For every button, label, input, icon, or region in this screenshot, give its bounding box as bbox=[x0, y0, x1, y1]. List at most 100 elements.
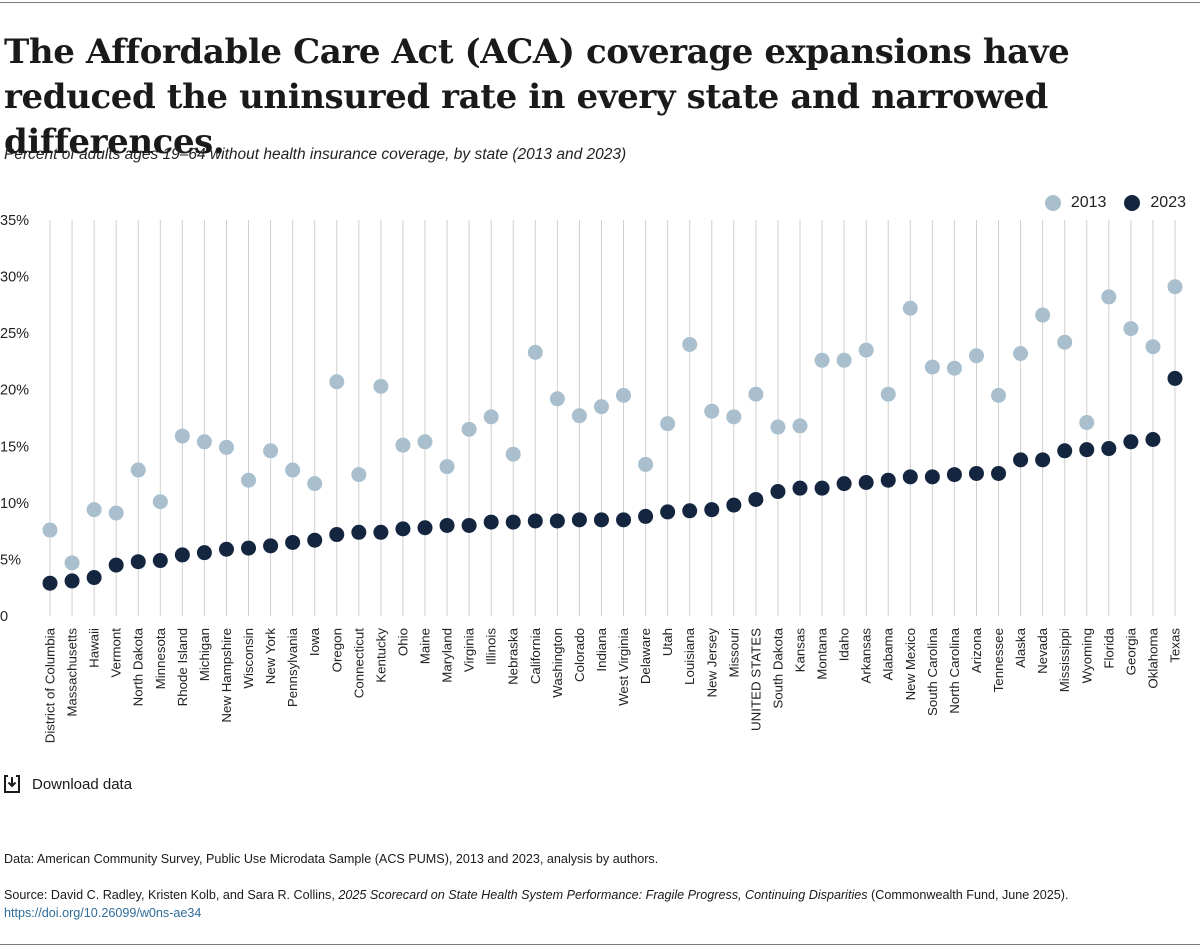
x-tick-label: Maine bbox=[418, 628, 433, 664]
x-tick-label: West Virginia bbox=[616, 627, 631, 705]
x-tick-label: Indiana bbox=[594, 627, 609, 671]
bottom-rule bbox=[0, 944, 1200, 945]
dot-2023 bbox=[483, 514, 499, 530]
x-tick-label: Illinois bbox=[484, 628, 499, 665]
download-icon bbox=[4, 775, 20, 793]
x-tick-label: Rhode Island bbox=[175, 628, 190, 706]
x-tick-label: Kansas bbox=[793, 628, 808, 673]
x-tick-label: Hawaii bbox=[87, 628, 102, 668]
x-tick-label: Arkansas bbox=[859, 628, 874, 684]
dot-plot-chart: 0 5% 10% 15% 20% 25% 30% 35% District of Columbi… bbox=[0, 213, 1183, 743]
x-tick-label: Minnesota bbox=[153, 627, 168, 689]
dot-2023 bbox=[946, 467, 962, 483]
y-tick-label: 30% bbox=[0, 270, 29, 286]
dot-2013 bbox=[593, 399, 609, 415]
dot-2023 bbox=[836, 476, 852, 492]
x-tick-label: Oregon bbox=[329, 628, 344, 672]
dot-2013 bbox=[836, 352, 852, 368]
source-suffix: (Commonwealth Fund, June 2025). bbox=[867, 888, 1069, 902]
top-rule bbox=[0, 2, 1200, 3]
legend-dot-2013 bbox=[1044, 195, 1061, 211]
x-tick-label: Oklahoma bbox=[1145, 627, 1160, 688]
source-title: 2025 Scorecard on State Health System Pe… bbox=[338, 888, 868, 902]
dot-2023 bbox=[924, 469, 940, 485]
dot-2013 bbox=[174, 428, 190, 444]
dot-2013 bbox=[770, 419, 786, 435]
dot-2023 bbox=[1101, 441, 1117, 457]
x-tick-label: Idaho bbox=[837, 628, 852, 661]
y-tick-label: 20% bbox=[0, 383, 29, 399]
x-tick-label: Virginia bbox=[462, 627, 477, 672]
dot-2013 bbox=[858, 342, 874, 358]
x-tick-label: Utah bbox=[660, 628, 675, 656]
dot-2013 bbox=[307, 476, 323, 492]
dot-2023 bbox=[1145, 431, 1161, 447]
dot-2013 bbox=[108, 505, 124, 521]
dot-2013 bbox=[726, 409, 742, 425]
dot-2023 bbox=[792, 480, 808, 496]
dot-2013 bbox=[924, 359, 940, 375]
x-tick-label: Connecticut bbox=[351, 628, 366, 699]
dot-2023 bbox=[285, 534, 301, 550]
y-tick-label: 15% bbox=[0, 439, 29, 455]
x-tick-label: New York bbox=[263, 628, 278, 685]
x-tick-label: North Dakota bbox=[131, 627, 146, 706]
x-tick-label: Texas bbox=[1168, 628, 1183, 663]
dot-2013 bbox=[505, 446, 521, 462]
x-tick-label: New Mexico bbox=[903, 628, 918, 700]
x-tick-label: Montana bbox=[815, 627, 830, 679]
dot-2013 bbox=[439, 459, 455, 475]
x-tick-label: New Hampshire bbox=[219, 628, 234, 723]
x-tick-label: District of Columbia bbox=[43, 627, 58, 743]
dot-2013 bbox=[880, 386, 896, 402]
dot-2013 bbox=[1057, 334, 1073, 350]
dot-2013 bbox=[814, 352, 830, 368]
dot-2013 bbox=[1123, 321, 1139, 337]
legend-label-2013: 2013 bbox=[1070, 194, 1107, 211]
dot-2013 bbox=[152, 494, 168, 510]
source-link[interactable]: https://doi.org/10.26099/w0ns-ae34 bbox=[4, 906, 202, 920]
dot-2023 bbox=[461, 517, 477, 533]
legend-item-2023: 2023 bbox=[1124, 194, 1186, 212]
x-tick-label: Washington bbox=[550, 628, 565, 698]
dot-2023 bbox=[660, 504, 676, 520]
download-data-button[interactable]: Download data bbox=[2, 774, 132, 794]
dot-2013 bbox=[42, 522, 58, 538]
dot-2013 bbox=[483, 409, 499, 425]
y-tick-label: 5% bbox=[0, 552, 21, 568]
dot-2013 bbox=[417, 434, 433, 450]
x-tick-label: Wisconsin bbox=[241, 628, 256, 689]
dot-2013 bbox=[395, 437, 411, 453]
dot-2013 bbox=[285, 462, 301, 478]
dot-2023 bbox=[395, 521, 411, 537]
dot-2023 bbox=[64, 573, 80, 589]
dot-2023 bbox=[108, 557, 124, 573]
dot-2013 bbox=[638, 456, 654, 472]
dot-2023 bbox=[263, 538, 279, 554]
dot-2023 bbox=[880, 472, 896, 488]
dot-2013 bbox=[64, 555, 80, 571]
x-tick-label: Ohio bbox=[395, 628, 410, 656]
x-tick-label: Delaware bbox=[638, 628, 653, 684]
dot-2023 bbox=[638, 508, 654, 524]
dot-2023 bbox=[1167, 370, 1183, 386]
dot-2023 bbox=[218, 541, 234, 557]
dot-2013 bbox=[660, 416, 676, 432]
dot-2023 bbox=[42, 575, 58, 591]
dot-2013 bbox=[902, 300, 918, 316]
dot-2023 bbox=[726, 497, 742, 513]
dot-2013 bbox=[86, 502, 102, 518]
x-tick-label: Nevada bbox=[1035, 627, 1050, 673]
dot-2023 bbox=[439, 517, 455, 533]
dot-2013 bbox=[461, 421, 477, 437]
dot-2023 bbox=[858, 474, 874, 490]
x-tick-label: Alaska bbox=[1013, 627, 1028, 668]
download-data-label: Download data bbox=[32, 775, 133, 793]
dot-2023 bbox=[174, 547, 190, 563]
x-tick-label: South Dakota bbox=[770, 627, 785, 708]
y-tick-label: 25% bbox=[0, 326, 29, 342]
dot-2013 bbox=[241, 472, 257, 488]
dot-2023 bbox=[1013, 452, 1029, 468]
dot-2013 bbox=[1101, 289, 1117, 305]
dot-2023 bbox=[373, 524, 389, 540]
